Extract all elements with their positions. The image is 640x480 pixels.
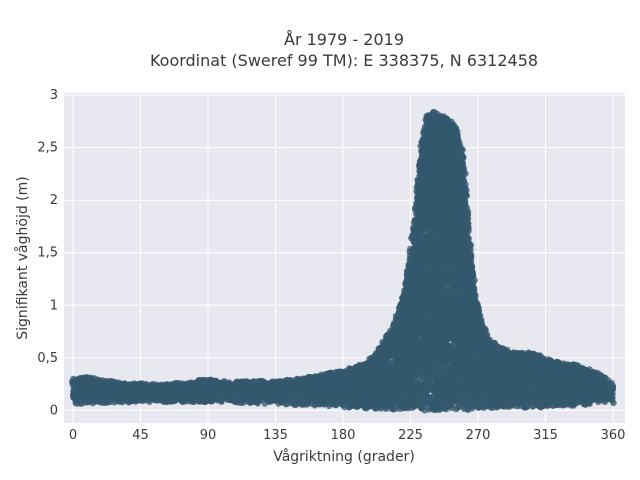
- data-points: [69, 108, 617, 414]
- chart-title-line-2: Koordinat (Sweref 99 TM): E 338375, N 63…: [150, 51, 538, 70]
- chart-title-line-1: År 1979 - 2019: [284, 30, 404, 49]
